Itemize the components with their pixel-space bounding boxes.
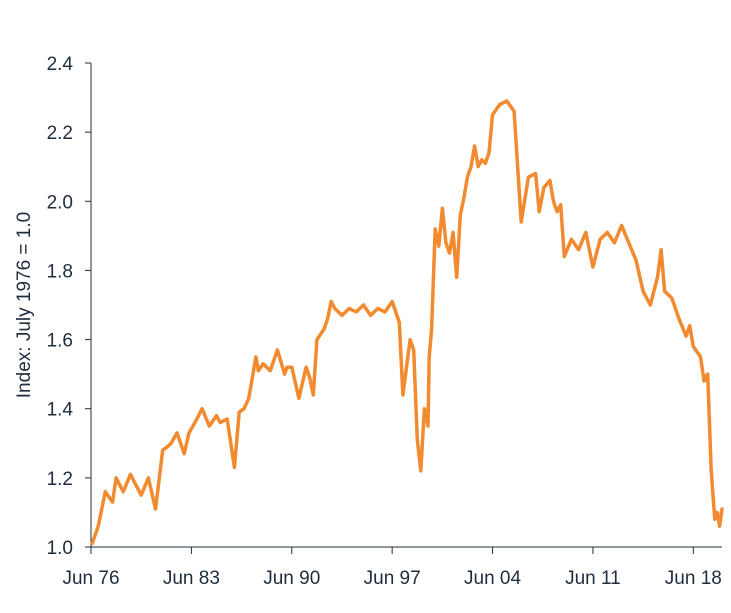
y-axis: 1.0 1.2 1.4 1.6 1.8 2.0 2.2 2.4 <box>47 54 92 559</box>
x-tick-label: Jun 76 <box>62 568 119 589</box>
x-tick-label: Jun 90 <box>263 568 320 589</box>
y-axis-ticks: 1.0 1.2 1.4 1.6 1.8 2.0 2.2 2.4 <box>47 54 91 559</box>
y-tick-label: 2.0 <box>47 192 73 213</box>
x-tick-label: Jun 18 <box>665 568 722 589</box>
y-tick-label: 1.0 <box>47 538 73 559</box>
x-tick-label: Jun 97 <box>364 568 421 589</box>
series-layer <box>90 99 724 546</box>
x-axis-ticks: Jun 76 Jun 83 Jun 90 Jun 97 Jun 04 Jun 11 Jun … <box>62 547 722 589</box>
x-tick-label: Jun 11 <box>565 568 621 589</box>
x-tick-label: Jun 83 <box>163 568 220 589</box>
y-tick-label: 2.4 <box>47 54 74 75</box>
x-tick-label: Jun 04 <box>464 568 521 589</box>
y-tick-label: 1.8 <box>47 261 73 282</box>
y-tick-label: 2.2 <box>47 123 73 144</box>
y-tick-label: 1.2 <box>47 469 73 490</box>
series-line <box>90 99 724 546</box>
y-tick-label: 1.4 <box>47 400 74 421</box>
y-axis-label: Index: July 1976 = 1.0 <box>14 212 35 398</box>
y-tick-label: 1.6 <box>47 331 73 352</box>
x-axis: Jun 76 Jun 83 Jun 90 Jun 97 Jun 04 Jun 11 Jun … <box>62 546 722 589</box>
